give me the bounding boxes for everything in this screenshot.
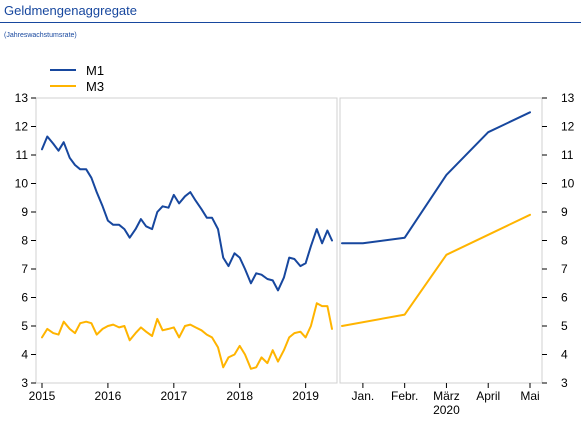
series-line-m1-panel-1 [41,135,333,292]
y-tick-label-left: 8 [21,234,28,248]
y-tick-label-right: 3 [561,376,568,390]
y-tick-label-left: 13 [15,91,29,105]
y-tick-label-right: 4 [561,348,568,362]
y-tick-label-right: 8 [561,234,568,248]
x-tick-label: 2017 [160,389,187,403]
x-tick-label: März [433,389,460,403]
y-tick-label-right: 12 [561,120,575,134]
y-tick-label-right: 11 [561,148,574,162]
y-tick-label-left: 9 [21,205,28,219]
y-tick-label-left: 12 [15,120,29,134]
axes: 3 3 4 4 5 5 6 6 7 7 8 8 9 9 10 10 11 11 12 12 13 13 2015 2016 20… [15,91,575,417]
series-line-m3-panel-1 [41,302,333,370]
x-tick-label: Febr. [391,389,418,403]
x-tick-label: Jan. [352,389,375,403]
y-tick-label-right: 13 [561,91,575,105]
x-tick-label: Mai [520,389,539,403]
y-tick-label-right: 9 [561,205,568,219]
y-tick-label-right: 7 [561,262,568,276]
series-line-m3-panel-2 [341,213,531,327]
series-line-m1-panel-2 [341,111,531,245]
chart-title: Geldmengenaggregate [4,3,137,18]
y-tick-label-right: 6 [561,291,568,305]
y-tick-label-left: 11 [16,148,29,162]
x-tick-label: 2016 [95,389,122,403]
y-tick-label-left: 6 [21,291,28,305]
y-tick-label-right: 10 [561,177,575,191]
series-lines [41,111,531,370]
x-tick-label: 2018 [226,389,253,403]
y-tick-label-right: 5 [561,319,568,333]
y-tick-label-left: 10 [15,177,29,191]
plot-frame-1 [35,97,338,384]
x-tick-label: April [476,389,500,403]
y-tick-label-left: 4 [21,348,28,362]
chart-subtitle: (Jahreswachstumsrate) [4,32,77,39]
legend-label-m1: M1 [86,63,104,78]
plot-frame-2 [339,97,543,384]
y-tick-label-left: 3 [21,376,28,390]
y-tick-label-left: 7 [21,262,28,276]
title-divider [0,22,581,23]
x-tick-label: 2019 [292,389,319,403]
x-tick-sublabel: 2020 [433,403,460,417]
legend-label-m3: M3 [86,79,104,94]
x-tick-label: 2015 [29,389,56,403]
y-tick-label-left: 5 [21,319,28,333]
